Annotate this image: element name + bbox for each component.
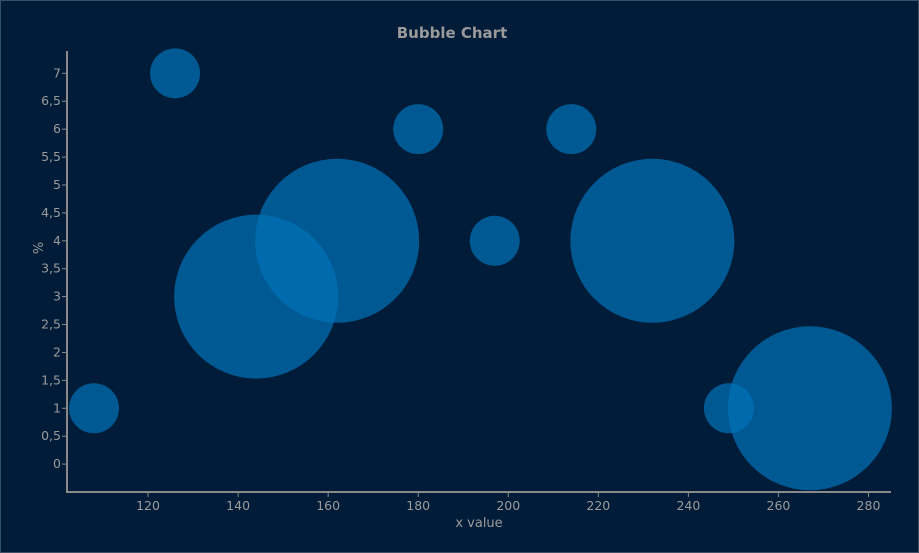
bubble-point[interactable] xyxy=(546,104,597,155)
bubble-layer xyxy=(69,48,892,491)
x-tick-label: 240 xyxy=(676,498,700,513)
y-tick-label: 4 xyxy=(53,233,61,248)
y-tick-label: 0 xyxy=(53,456,61,471)
y-tick-label: 2,5 xyxy=(41,317,61,332)
x-tick-label: 220 xyxy=(586,498,610,513)
axes: 00,511,522,533,544,555,566,57 120 140 160 1… xyxy=(41,51,891,513)
bubble-point[interactable] xyxy=(150,48,201,99)
y-axis-title: % xyxy=(32,242,47,254)
x-ticks: 120 140 160 180 200 220 240 260 280 xyxy=(136,492,880,513)
chart-title: Bubble Chart xyxy=(397,24,508,42)
x-tick-label: 140 xyxy=(226,498,250,513)
x-tick-label: 260 xyxy=(767,498,791,513)
x-tick-label: 120 xyxy=(136,498,160,513)
bubble-point[interactable] xyxy=(69,383,120,434)
x-axis-title: x value xyxy=(455,516,502,531)
y-tick-label: 7 xyxy=(53,65,61,80)
bubble-point[interactable] xyxy=(570,158,735,323)
y-tick-label: 3 xyxy=(53,289,61,304)
y-tick-label: 1 xyxy=(53,400,61,415)
y-tick-label: 5 xyxy=(53,177,61,192)
y-tick-label: 6 xyxy=(53,121,61,136)
x-tick-label: 180 xyxy=(406,498,430,513)
y-tick-label: 5,5 xyxy=(41,149,61,164)
y-tick-label: 0,5 xyxy=(41,428,61,443)
y-ticks: 0 0,5 1 1,5 2 2,5 3 3,5 4 4,5 5 5,5 6 6,5 7 xyxy=(41,65,67,471)
x-tick-label: 200 xyxy=(496,498,520,513)
y-tick-label: 3,5 xyxy=(41,261,61,276)
bubble-point[interactable] xyxy=(255,158,420,323)
bubble-point[interactable] xyxy=(393,104,444,155)
bubble-point[interactable] xyxy=(469,215,520,266)
y-tick-label: 4,5 xyxy=(41,205,61,220)
y-tick-label: 6,5 xyxy=(41,93,61,108)
x-tick-label: 280 xyxy=(857,498,881,513)
bubble-point[interactable] xyxy=(727,326,892,491)
y-tick-label: 2 xyxy=(53,344,61,359)
x-tick-label: 160 xyxy=(316,498,340,513)
y-tick-label: 1,5 xyxy=(41,372,61,387)
